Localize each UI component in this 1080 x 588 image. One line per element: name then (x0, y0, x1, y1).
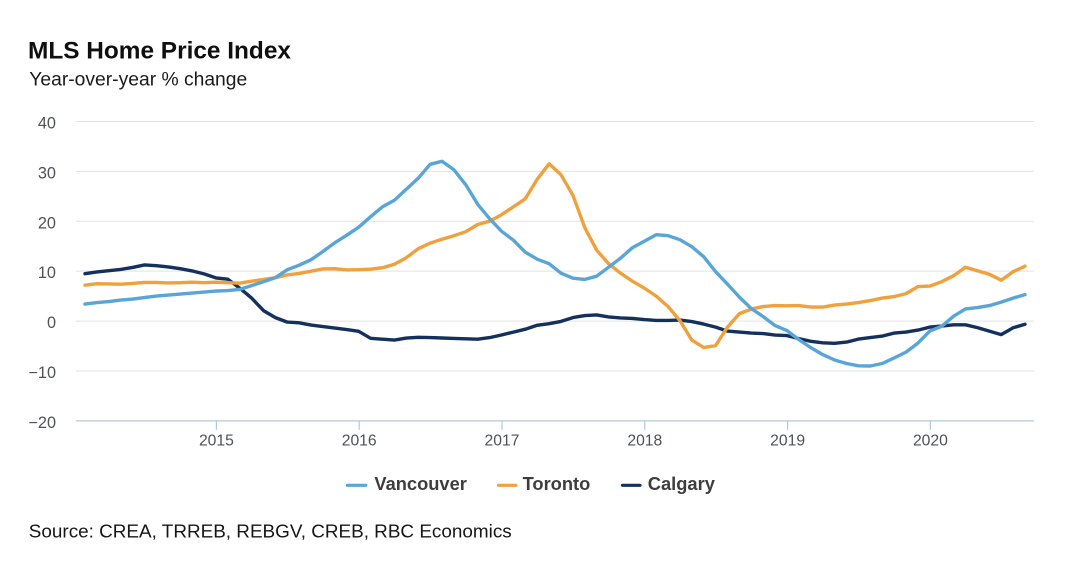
svg-text:2016: 2016 (342, 433, 377, 450)
svg-text:30: 30 (38, 165, 56, 183)
svg-text:Source: CREA, TRREB, REBGV, CR: Source: CREA, TRREB, REBGV, CREB, RBC Ec… (29, 521, 512, 542)
svg-text:40: 40 (38, 115, 56, 133)
svg-text:Year-over-year % change: Year-over-year % change (29, 70, 247, 91)
svg-text:2018: 2018 (627, 433, 662, 450)
svg-text:−10: −10 (28, 364, 56, 382)
svg-text:Vancouver: Vancouver (374, 473, 466, 494)
svg-text:2020: 2020 (913, 433, 948, 450)
svg-text:−20: −20 (28, 414, 56, 432)
svg-text:Toronto: Toronto (523, 473, 591, 494)
svg-text:2019: 2019 (770, 433, 805, 450)
svg-text:MLS Home Price Index: MLS Home Price Index (28, 38, 291, 65)
svg-text:Calgary: Calgary (648, 473, 716, 494)
svg-text:2015: 2015 (199, 433, 234, 450)
svg-text:10: 10 (38, 264, 56, 282)
svg-text:20: 20 (38, 214, 56, 232)
svg-text:2017: 2017 (485, 433, 520, 450)
svg-text:0: 0 (47, 314, 56, 332)
